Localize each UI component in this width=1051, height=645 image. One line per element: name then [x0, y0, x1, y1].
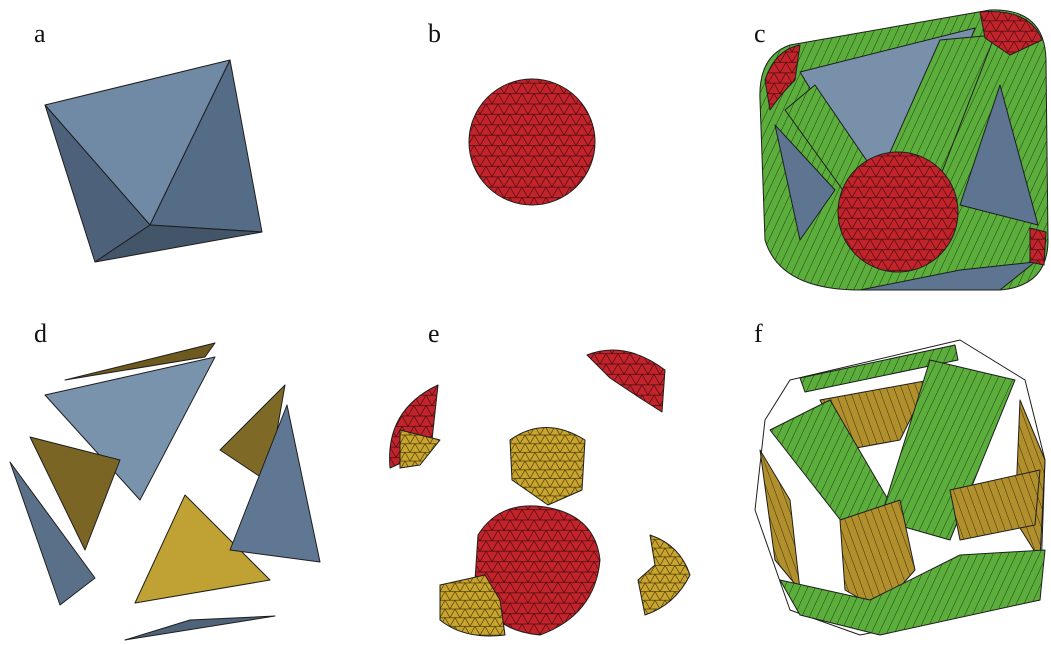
facet: [1029, 227, 1047, 266]
facet: [799, 344, 959, 393]
facet: [29, 436, 121, 551]
facet: [94, 224, 263, 263]
facet: [979, 11, 1043, 56]
facet: [124, 615, 276, 641]
panel-label: c: [754, 19, 766, 48]
facet: [959, 84, 1039, 226]
facet: [229, 404, 321, 563]
panel-label: d: [34, 319, 47, 348]
rounded-octahedron: [759, 9, 1049, 291]
separated-faces: [9, 342, 321, 641]
panel-label: b: [428, 19, 441, 48]
facet: [474, 505, 601, 636]
facet: [949, 469, 1041, 541]
panel-label: a: [34, 19, 46, 48]
facet: [399, 429, 441, 469]
facet: [9, 461, 96, 606]
facet: [764, 44, 801, 111]
facet: [134, 494, 271, 604]
facet: [586, 349, 666, 413]
facet: [879, 359, 1016, 541]
panel-label: e: [428, 319, 440, 348]
facet: [44, 356, 216, 501]
facet: [837, 151, 959, 273]
facet: [509, 427, 586, 506]
facet: [774, 124, 836, 241]
facet: [779, 549, 1046, 636]
octahedron: [44, 59, 263, 263]
facet: [637, 534, 691, 616]
facet: [64, 342, 216, 381]
facet: [439, 574, 506, 637]
facet: [468, 78, 596, 206]
bands: [754, 339, 1046, 636]
sphere-pieces: [389, 349, 691, 637]
panel-label: f: [754, 319, 763, 348]
sphere: [468, 78, 596, 206]
